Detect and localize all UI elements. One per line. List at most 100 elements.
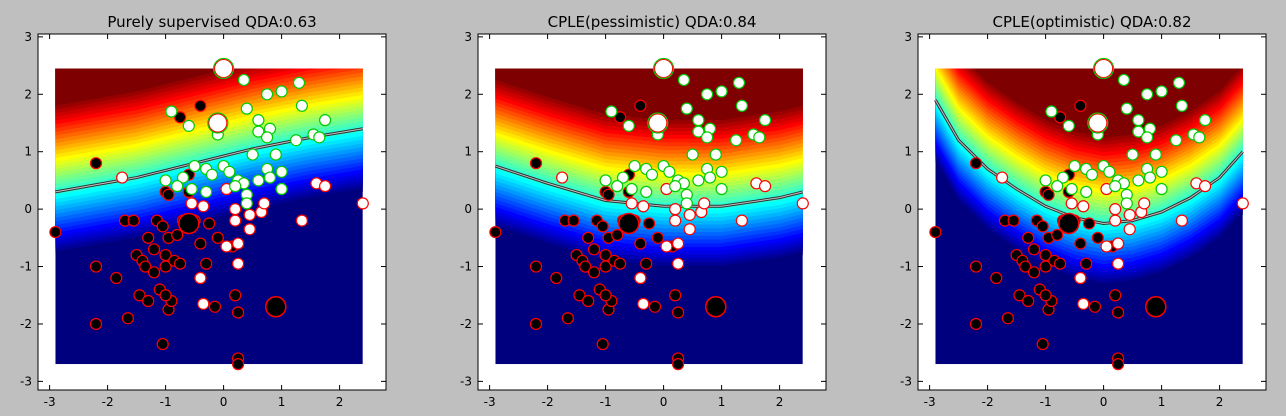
class-1-point (1007, 214, 1020, 227)
class-1-point (156, 337, 169, 351)
class-1-point (561, 312, 575, 325)
class-0-point (275, 85, 288, 98)
class-1-point (174, 111, 187, 124)
unlabeled-point (634, 271, 647, 285)
class-1-point (174, 257, 187, 270)
y-tick-label: 3 (24, 30, 32, 44)
class-0-point (758, 114, 772, 127)
unlabeled-point (625, 197, 638, 210)
class-1-point (171, 228, 184, 242)
class-0-point (729, 134, 743, 147)
unlabeled-point (1109, 214, 1122, 227)
y-tick-label: -2 (20, 317, 32, 331)
unlabeled-point (637, 200, 650, 213)
class-1-point (1111, 306, 1125, 319)
class-1-point (1074, 99, 1087, 112)
x-tick-label: 2 (1216, 395, 1224, 409)
class-0-point (692, 125, 705, 138)
axes-frame (917, 33, 1267, 391)
class-0-point (753, 131, 766, 144)
subplot-1: Purely supervised QDA:0.63 -3 -2 -1 0 1 2 -3 -2… (20, 13, 387, 409)
x-tick-label: -3 (484, 395, 496, 409)
class-1-point (142, 294, 155, 308)
x-tick-label: -2 (982, 395, 994, 409)
class-0-point (1080, 185, 1093, 199)
y-tick-label: -1 (900, 260, 912, 274)
class-1-point (142, 231, 155, 244)
class-1-point (613, 111, 627, 124)
class-1-point (613, 257, 627, 270)
class-1-point (139, 260, 152, 273)
class-0-point (159, 174, 172, 187)
class-1-point (596, 220, 609, 233)
unlabeled-point (1123, 223, 1136, 236)
class-0-point (1193, 131, 1206, 144)
class-1-point (1022, 231, 1035, 244)
class-0-point (686, 148, 699, 161)
class-0-point (1132, 174, 1145, 187)
unlabeled-point (197, 200, 210, 213)
unlabeled-point (319, 180, 332, 193)
unlabeled-point (1111, 237, 1125, 250)
unlabeled-point (1123, 208, 1136, 221)
class-1-point (640, 257, 653, 270)
unlabeled-point (735, 214, 749, 227)
class-0-point (1143, 171, 1157, 184)
unlabeled-point (1198, 180, 1212, 193)
class-1-point (1019, 260, 1032, 273)
class-1-point (194, 99, 207, 112)
y-tick-label: -3 (20, 374, 32, 388)
class-0-point (680, 197, 693, 210)
unlabeled-point (1109, 203, 1122, 216)
class-1-point (159, 289, 172, 302)
class-1-point (89, 260, 103, 273)
unlabeled-point (1074, 271, 1087, 285)
y-tick-label: -2 (900, 317, 912, 331)
class-1-point (990, 271, 1003, 285)
class-0-point (715, 85, 728, 98)
class-0-point (1120, 197, 1133, 210)
class-1-point (49, 225, 62, 239)
class-1-point (550, 271, 563, 285)
unlabeled-point (1138, 197, 1151, 210)
subplot-title: CPLE(pessimistic) QDA:0.84 (548, 13, 757, 31)
class-0-point (252, 125, 265, 138)
class-1-point (582, 294, 595, 308)
class-0-point (171, 180, 184, 193)
class-0-point (1085, 168, 1099, 181)
unlabeled-point (698, 197, 711, 210)
labeled-class-1-point (178, 212, 200, 235)
class-0-point (1045, 105, 1058, 118)
unlabeled-point (1236, 197, 1249, 210)
class-0-point (1140, 131, 1154, 144)
class-1-point (587, 243, 601, 256)
y-tick-label: 0 (904, 202, 912, 216)
y-tick-label: 3 (464, 30, 472, 44)
y-tick-label: 0 (464, 202, 472, 216)
class-0-point (640, 185, 653, 199)
x-tick-label: 0 (660, 395, 668, 409)
unlabeled-point (232, 237, 245, 250)
labeled-class-1-point (265, 295, 287, 318)
class-1-point (1091, 231, 1104, 244)
x-tick-label: -2 (542, 395, 554, 409)
class-0-point (1149, 148, 1162, 161)
class-0-point (237, 73, 250, 87)
y-tick-label: -3 (460, 374, 472, 388)
unlabeled-point (683, 208, 696, 221)
unlabeled-point (669, 203, 682, 216)
unlabeled-point (185, 197, 198, 210)
data-points (489, 57, 809, 371)
class-0-point (313, 131, 326, 144)
class-0-point (290, 134, 303, 147)
x-tick-label: 1 (718, 395, 726, 409)
class-1-point (642, 217, 656, 230)
unlabeled-point (232, 257, 245, 270)
class-0-point (1175, 99, 1189, 112)
class-0-point (275, 165, 288, 178)
unlabeled-point (1065, 197, 1078, 210)
class-0-point (1132, 114, 1145, 127)
labeled-class-1-point (705, 295, 727, 318)
class-0-point (292, 76, 306, 89)
unlabeled-point (356, 197, 369, 210)
